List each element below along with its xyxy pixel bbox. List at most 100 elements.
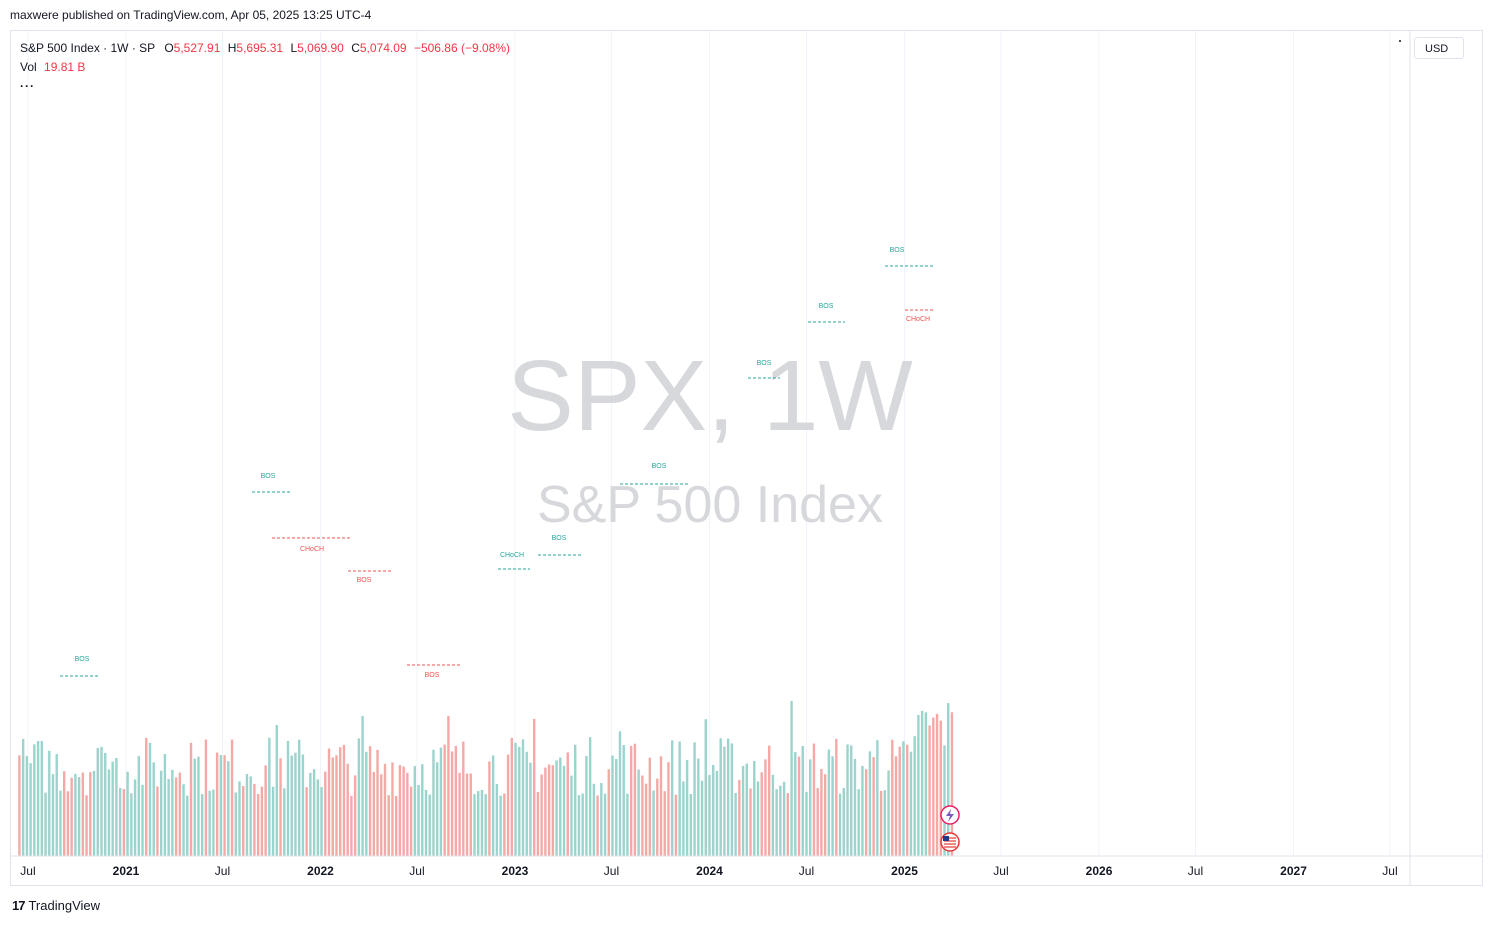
structure-label: BOS [425,672,440,679]
volume-bar [126,771,129,856]
volume-label[interactable]: Vol [20,60,37,74]
volume-bar [898,746,901,856]
volume-bar [853,758,857,856]
time-tick-label: 2023 [502,864,529,878]
volume-bar [309,772,312,856]
volume-bar [838,793,842,856]
high-value: 5,695.31 [236,41,284,55]
volume-bar [443,744,446,856]
volume-bar [693,742,696,856]
volume-bar [887,770,890,856]
volume-bar [809,759,812,856]
volume-bar [204,739,208,856]
volume-bar [141,784,144,856]
volume-bar [529,762,532,856]
volume-bar [409,786,413,856]
volume-bar [924,712,928,856]
volume-bar [700,780,704,856]
volume-bar [417,784,420,856]
volume-bar [857,789,860,856]
volume-bar [167,778,170,856]
volume-bar [44,792,47,856]
volume-bar [503,793,506,856]
volume-bar [540,774,543,856]
volume-bar [201,794,204,856]
volume-bar [104,752,107,856]
structure-label: BOS [757,360,772,367]
structure-label: BOS [552,535,567,542]
volume-bar [402,766,405,856]
chart-frame[interactable] [10,30,1483,886]
volume-bar [723,746,726,856]
volume-bar [745,763,749,856]
volume-bar [462,741,465,856]
volume-bar [186,795,189,856]
volume-bar [570,775,573,856]
volume-bar [36,741,40,856]
volume-bar [223,755,226,856]
volume-bar [432,749,435,856]
volume-bar [734,792,737,856]
volume-bar [674,794,678,856]
volume-bar [603,793,607,856]
volume-bar [756,781,760,856]
volume-bar [100,746,103,856]
ohlc-row: S&P 500 Index · 1W · SP O5,527.91 H5,695… [20,39,510,58]
volume-bar [387,795,390,856]
volume-bar [648,757,652,856]
volume-bar [25,755,29,856]
volume-bar [883,790,887,856]
volume-bar [111,761,114,856]
volume-bar [118,787,122,856]
us-flag-event-icon [940,832,960,852]
volume-bar [831,756,834,856]
volume-bar [406,772,409,856]
volume-bar [62,771,66,856]
volume-bar [641,775,644,856]
volume-bar [208,790,211,856]
volume-bar [943,745,946,856]
volume-bar [316,779,320,856]
brand-name: TradingView [28,898,101,913]
volume-bar [70,777,73,856]
volume-bar [424,789,428,856]
volume-bar [249,776,252,856]
more-options-icon[interactable]: ··· [20,79,35,93]
currency-selector[interactable]: USD [1414,37,1464,59]
time-tick-label: 2027 [1280,864,1307,878]
volume-bar [935,713,939,856]
volume-bar [219,755,223,856]
volume-bar [398,765,402,856]
volume-bar [48,750,51,856]
volume-bar [588,737,592,856]
volume-bar [708,774,711,856]
change-value: −506.86 (−9.08%) [413,41,511,55]
volume-bar [81,772,85,856]
volume-bar [74,773,77,856]
volume-bar [820,768,823,856]
volume-bar [547,764,551,856]
volume-bar [365,751,368,856]
close-label: C [351,41,360,55]
volume-bar [77,777,81,856]
time-tick-label: Jul [993,864,1008,878]
volume-row: Vol 19.81 B [20,58,510,77]
tradingview-brand[interactable]: 17 TradingView [12,898,100,913]
volume-bar [670,740,674,856]
volume-bar [629,745,633,856]
volume-bar [454,745,458,856]
volume-bar [339,747,342,856]
volume-bar [816,788,819,856]
volume-bar [230,739,234,856]
volume-bar [465,773,469,856]
volume-bars [18,700,954,856]
volume-bar [749,788,752,856]
symbol-title[interactable]: S&P 500 Index · 1W · SP [20,41,155,55]
volume-bar [361,716,364,856]
volume-bar [227,761,230,856]
volume-bar [413,766,417,856]
volume-bar [600,783,603,856]
volume-bar [297,739,301,856]
volume-bar [525,751,528,856]
